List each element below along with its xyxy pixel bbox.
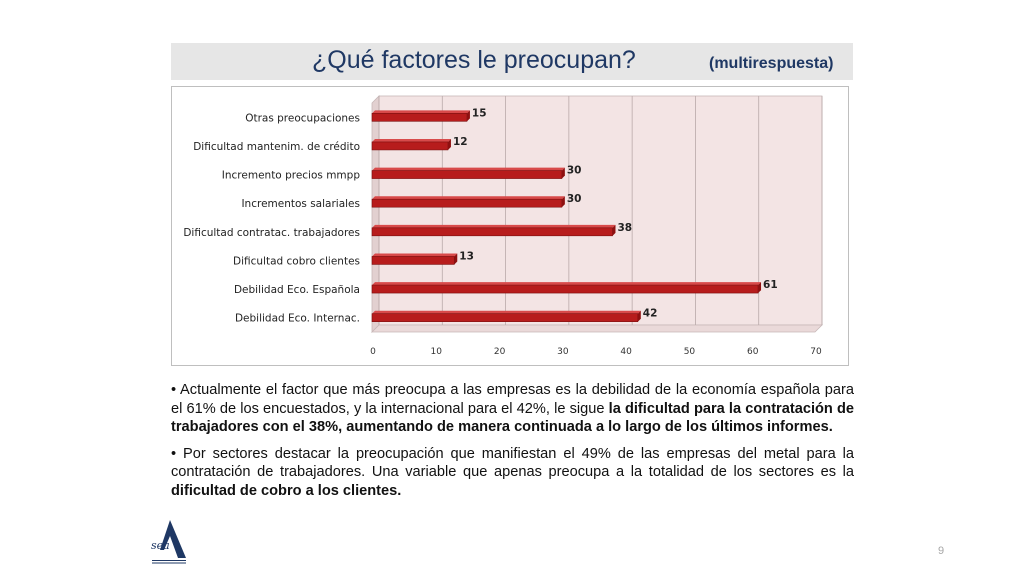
- category-label: Debilidad Eco. Española: [234, 284, 360, 296]
- bar-top: [372, 167, 565, 171]
- bar-top: [372, 110, 470, 114]
- x-tick-label: 70: [810, 347, 822, 357]
- bar-value-label: 13: [459, 250, 474, 262]
- bar-chart: 0 10 20 30 40 50 60 70 Otras preocupaciones 15 Dif…: [183, 95, 823, 357]
- category-label: Dificultad cobro clientes: [233, 255, 360, 267]
- paragraph-1: • Actualmente el factor que más preocupa…: [171, 381, 854, 437]
- category-label: Otras preocupaciones: [245, 112, 360, 124]
- paragraph-1-bold: la dificultad para la contratación de tr…: [171, 400, 854, 436]
- chart-side-wall: [371, 95, 380, 333]
- x-tick-label: 0: [370, 347, 376, 357]
- category-label: Debilidad Eco. Internac.: [235, 313, 360, 325]
- bar: [371, 227, 613, 237]
- x-tick-label: 10: [431, 347, 443, 357]
- bar-end: [466, 110, 470, 122]
- paragraph-2-bold: dificultad de cobro a los clientes.: [171, 482, 402, 499]
- slide-title: ¿Qué factores le preocupan?: [312, 46, 636, 74]
- bar-top: [372, 138, 451, 142]
- bar: [371, 113, 468, 122]
- category-label: Dificultad contratac. trabajadores: [183, 227, 360, 239]
- body-text: • Actualmente el factor que más preocupa…: [171, 381, 854, 508]
- bar-top: [372, 196, 565, 200]
- category-label: Incrementos salariales: [241, 198, 360, 210]
- page-number: 9: [938, 545, 945, 557]
- bar-top: [372, 282, 762, 286]
- bar-value-label: 30: [567, 165, 582, 177]
- bar: [371, 198, 563, 208]
- bar-value-label: 61: [763, 279, 778, 291]
- bar-end: [447, 138, 451, 150]
- slide-subtitle: (multirespuesta): [709, 55, 834, 72]
- bar: [371, 256, 455, 265]
- bar-top: [372, 253, 458, 257]
- sea-logo: sea: [150, 518, 190, 566]
- x-tick-label: 30: [557, 347, 569, 357]
- bar-value-label: 38: [617, 222, 632, 234]
- paragraph-2: • Por sectores destacar la preocupación …: [171, 445, 854, 501]
- bar-end: [637, 310, 641, 322]
- chart-frame: 0 10 20 30 40 50 60 70 Otras preocupaciones 15 Dif…: [171, 86, 849, 366]
- bar: [371, 284, 759, 294]
- bar-value-label: 42: [643, 308, 658, 320]
- bar-end: [561, 167, 565, 179]
- bar-end: [561, 196, 565, 208]
- bar-top: [372, 310, 641, 314]
- chart-floor: [371, 324, 823, 333]
- paragraph-1-text: • Actualmente el factor que más preocupa…: [171, 382, 854, 417]
- bar-end: [454, 253, 458, 265]
- bar: [371, 170, 563, 179]
- bar-end: [612, 224, 616, 236]
- title-bar: [171, 43, 853, 80]
- category-label: Dificultad mantenim. de crédito: [193, 141, 360, 153]
- x-tick-label: 60: [747, 347, 759, 357]
- bar-end: [758, 282, 762, 294]
- bar-top: [372, 224, 616, 228]
- bar: [371, 141, 449, 151]
- paragraph-2-text: • Por sectores destacar la preocupación …: [171, 445, 854, 481]
- x-tick-label: 20: [494, 347, 506, 357]
- bar-value-label: 12: [453, 136, 468, 148]
- x-tick-label: 40: [620, 347, 632, 357]
- x-tick-label: 50: [684, 347, 696, 357]
- bar: [371, 313, 639, 322]
- category-label: Incremento precios mmpp: [222, 170, 361, 182]
- bar-value-label: 30: [567, 193, 582, 205]
- bar-value-label: 15: [472, 107, 487, 119]
- svg-text:sea: sea: [151, 539, 170, 552]
